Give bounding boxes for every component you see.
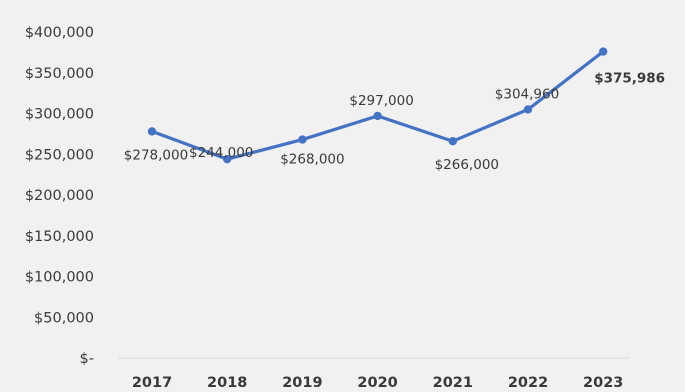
data-point <box>298 135 307 144</box>
data-labels-layer: $278,000 $244,000 $268,000 $297,000 $266,000… <box>124 71 665 174</box>
data-label: $304,960 <box>495 86 559 102</box>
data-point <box>599 47 608 56</box>
x-tick-label: 2021 <box>433 375 473 391</box>
y-tick-label: $- <box>80 351 94 367</box>
data-point <box>373 111 382 121</box>
data-point <box>448 137 457 146</box>
y-tick-label: $150,000 <box>25 229 94 245</box>
x-tick-label: 2017 <box>132 375 172 391</box>
x-tick-label: 2022 <box>508 375 548 391</box>
x-tick-label: 2019 <box>282 375 322 391</box>
x-tick-label: 2023 <box>583 375 623 391</box>
data-label: $297,000 <box>349 93 413 109</box>
data-point <box>147 127 157 136</box>
y-tick-label: $400,000 <box>25 25 94 41</box>
data-label: $268,000 <box>280 152 344 168</box>
x-tick-label: 2020 <box>357 375 397 391</box>
y-tick-label: $300,000 <box>25 107 94 123</box>
x-axis-tick-labels: 2017 2018 2019 2020 2021 2022 2023 <box>132 375 624 391</box>
y-tick-label: $250,000 <box>25 147 94 163</box>
data-label: $244,000 <box>189 145 253 161</box>
y-tick-label: $350,000 <box>25 66 94 82</box>
data-label: $375,986 <box>594 71 665 87</box>
y-axis-tick-labels: $400,000 $350,000 $300,000 $250,000 $200,000… <box>25 25 94 367</box>
data-label: $266,000 <box>435 157 499 173</box>
x-tick-label: 2018 <box>207 375 247 391</box>
y-tick-label: $100,000 <box>25 270 94 286</box>
y-tick-label: $200,000 <box>25 188 94 204</box>
y-tick-label: $50,000 <box>34 310 94 326</box>
series-layer <box>147 47 608 164</box>
data-point <box>523 105 533 114</box>
data-label: $278,000 <box>124 147 188 163</box>
data-point <box>223 154 232 164</box>
